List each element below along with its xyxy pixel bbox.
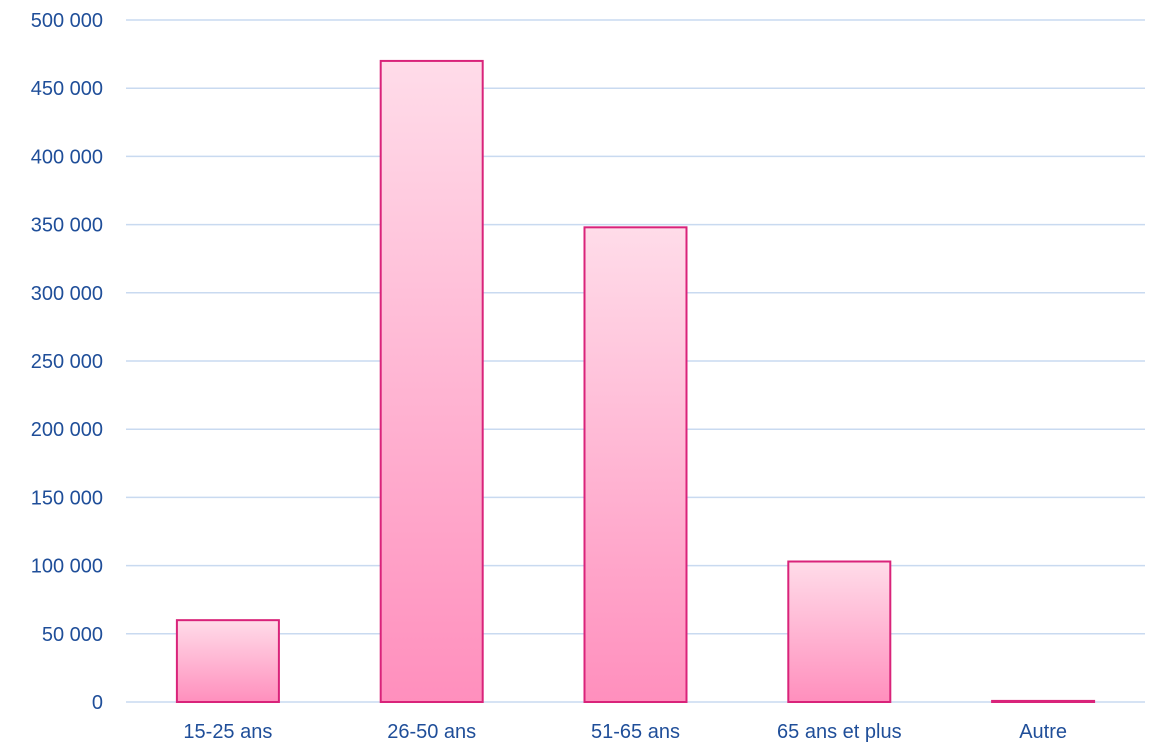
- y-axis-tick-labels: 0 50 000 100 000 150 000 200 000 250 000 300 0…: [31, 10, 103, 714]
- y-tick-label: 50 000: [42, 624, 103, 646]
- x-category-label: 51-65 ans: [591, 721, 680, 743]
- y-tick-label: 100 000: [31, 556, 103, 578]
- x-category-label: 15-25 ans: [183, 721, 272, 743]
- bar-autre: [991, 699, 1096, 704]
- y-tick-label: 150 000: [31, 487, 103, 509]
- y-tick-label: 350 000: [31, 215, 103, 237]
- y-tick-label: 0: [92, 692, 103, 714]
- bars: [175, 59, 1096, 704]
- bar-26-50-ans: [379, 59, 484, 704]
- bar-65-ans-et-plus: [787, 560, 892, 703]
- y-tick-label: 200 000: [31, 419, 103, 441]
- y-tick-label: 300 000: [31, 283, 103, 305]
- y-tick-label: 500 000: [31, 10, 103, 32]
- y-tick-label: 450 000: [31, 78, 103, 100]
- x-category-label: 65 ans et plus: [777, 721, 902, 743]
- x-category-label: Autre: [1019, 721, 1067, 743]
- y-tick-label: 400 000: [31, 146, 103, 168]
- x-axis-category-labels: 15-25 ans 26-50 ans 51-65 ans 65 ans et plu…: [183, 721, 1067, 743]
- bar-51-65-ans: [583, 226, 688, 703]
- bar-15-25-ans: [175, 619, 280, 703]
- x-category-label: 26-50 ans: [387, 721, 476, 743]
- y-tick-label: 250 000: [31, 351, 103, 373]
